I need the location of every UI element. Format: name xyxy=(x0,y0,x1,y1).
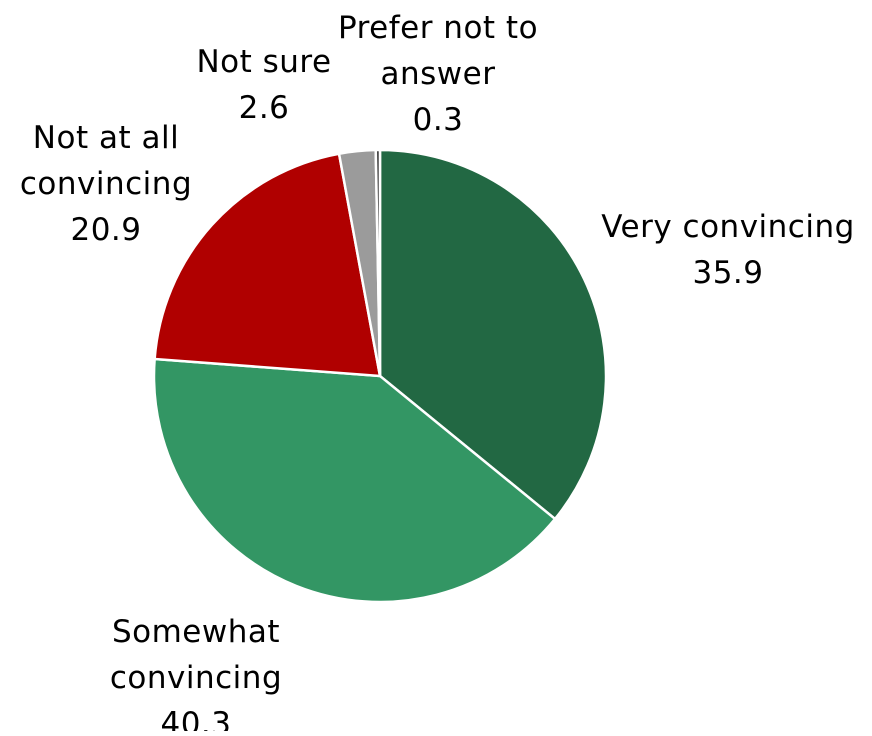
slices-layer xyxy=(152,148,608,604)
slice-label-very-convincing: Very convincing 35.9 xyxy=(601,209,855,291)
slice-category-label: Not sure xyxy=(196,44,331,80)
slice-value-label: 40.3 xyxy=(160,706,231,731)
slice-value-label: 20.9 xyxy=(70,212,141,248)
slice-label-prefer-not-to-answer: Prefer not to answer 0.3 xyxy=(338,10,538,138)
slice-category-label: answer xyxy=(381,56,496,92)
slice-label-not-sure: Not sure 2.6 xyxy=(196,44,331,126)
slice-label-somewhat-convincing: Somewhat convincing 40.3 xyxy=(110,614,282,736)
slice-category-label: Not at all xyxy=(33,120,179,156)
slice-label-not-at-all-convincing: Not at all convincing 20.9 xyxy=(20,120,192,248)
slice-category-label: Somewhat xyxy=(112,614,280,650)
slice-category-label: convincing xyxy=(20,166,192,202)
slice-category-label: Very convincing xyxy=(601,209,855,245)
slice-category-label: convincing xyxy=(110,660,282,696)
slice-value-label: 35.9 xyxy=(692,255,763,291)
slice-category-label: Prefer not to xyxy=(338,10,538,46)
labels-layer: Very convincing 35.9 Somewhat convincing 40.… xyxy=(20,10,855,736)
pie-slice-very-convincing xyxy=(378,148,608,521)
slice-value-label: 2.6 xyxy=(239,90,290,126)
slice-value-label: 0.3 xyxy=(413,102,464,138)
pie-slice-not-at-all-convincing xyxy=(153,152,382,378)
pie-slice-prefer-not-to-answer xyxy=(374,148,382,377)
pie-slice-somewhat-convincing xyxy=(152,357,557,604)
